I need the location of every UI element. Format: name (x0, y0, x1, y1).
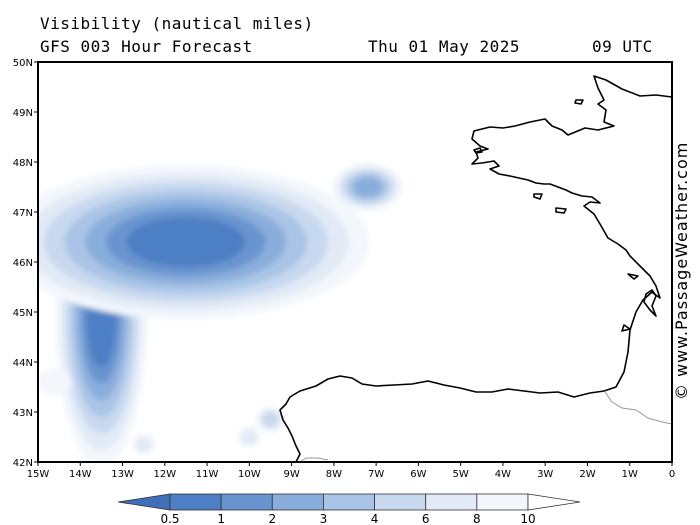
lon-tick-label: 14W (69, 469, 92, 480)
lat-tick-label: 46N (13, 258, 33, 269)
lat-tick-label: 43N (13, 408, 33, 419)
lon-tick-label: 10W (238, 469, 261, 480)
island-groix (533, 193, 543, 200)
lat-tick-label: 49N (13, 108, 33, 119)
colorbar-label: 6 (422, 512, 430, 525)
lat-tick-label: 50N (13, 58, 33, 69)
coastline (279, 75, 672, 462)
colorbar-segment (476, 493, 529, 511)
lon-tick-label: 2W (579, 469, 595, 480)
colorbar-segment (220, 493, 273, 511)
island-oleron (621, 324, 631, 332)
lon-tick-label: 4W (495, 469, 511, 480)
colorbar-label: 1 (217, 512, 225, 525)
forecast-date: Thu 01 May 2025 (368, 37, 520, 56)
island-channel (574, 99, 584, 105)
colorbar-label: 0.5 (160, 512, 179, 525)
lon-tick-label: 13W (111, 469, 134, 480)
colorbar-segment (425, 493, 478, 511)
lon-tick-label: 12W (153, 469, 176, 480)
fog-north-46-5n (126, 217, 246, 267)
colorbar-legend: 0.5 1 2 3 4 6 8 10 (117, 493, 581, 525)
lon-tick-label: 3W (537, 469, 553, 480)
colorbar-low-arrow (117, 493, 171, 511)
lat-tick-label: 48N (13, 158, 33, 169)
lon-tick-label: 11W (196, 469, 219, 480)
lon-tick-label: 5W (453, 469, 469, 480)
colorbar-segment (271, 493, 324, 511)
lon-tick-label: 7W (368, 469, 384, 480)
lon-tick-label: 6W (410, 469, 426, 480)
island-belle-ile (555, 207, 567, 214)
lon-tick-label: 1W (622, 469, 638, 480)
fog-layer (38, 163, 404, 462)
fog-far-west-43-5n (42, 372, 68, 392)
land-borders (299, 391, 672, 462)
colorbar-segment (323, 493, 375, 511)
lon-tick-label: 8W (326, 469, 342, 480)
island-re (627, 273, 639, 280)
colorbar-label: 10 (520, 512, 535, 525)
lon-tick-label: 0 (669, 469, 675, 480)
colorbar-label: 8 (473, 512, 481, 525)
lat-tick-label: 42N (13, 458, 33, 469)
fog-galicia-42-8n (262, 412, 279, 427)
lat-tick-label: 47N (13, 208, 33, 219)
island-ouessant (473, 147, 483, 154)
fog-biscay-47-5n (352, 177, 383, 197)
map-title: Visibility (nautical miles) (40, 14, 314, 33)
colorbar-segment (169, 493, 222, 511)
colorbar-segment (374, 493, 427, 511)
fog-south-42-3n-b (240, 429, 258, 445)
colorbar-high-arrow (527, 493, 581, 511)
coastline-france (279, 75, 672, 462)
lat-tick-label: 44N (13, 358, 33, 369)
lon-tick-label: 9W (283, 469, 299, 480)
lon-tick-label: 15W (27, 469, 50, 480)
gironde-estuary (643, 289, 657, 317)
colorbar-label: 4 (371, 512, 379, 525)
lat-tick-label: 45N (13, 308, 33, 319)
colorbar-label: 3 (320, 512, 328, 525)
forecast-label: GFS 003 Hour Forecast (40, 37, 253, 56)
colorbar-label: 2 (268, 512, 276, 525)
forecast-time: 09 UTC (592, 37, 653, 56)
axis-ticks: 15W 14W 13W 12W 11W 10W 9W 8W 7W 6W 5W 4W 3W 2W 1W 0 50N… (13, 58, 675, 480)
fog-south-42-3n (135, 437, 153, 452)
